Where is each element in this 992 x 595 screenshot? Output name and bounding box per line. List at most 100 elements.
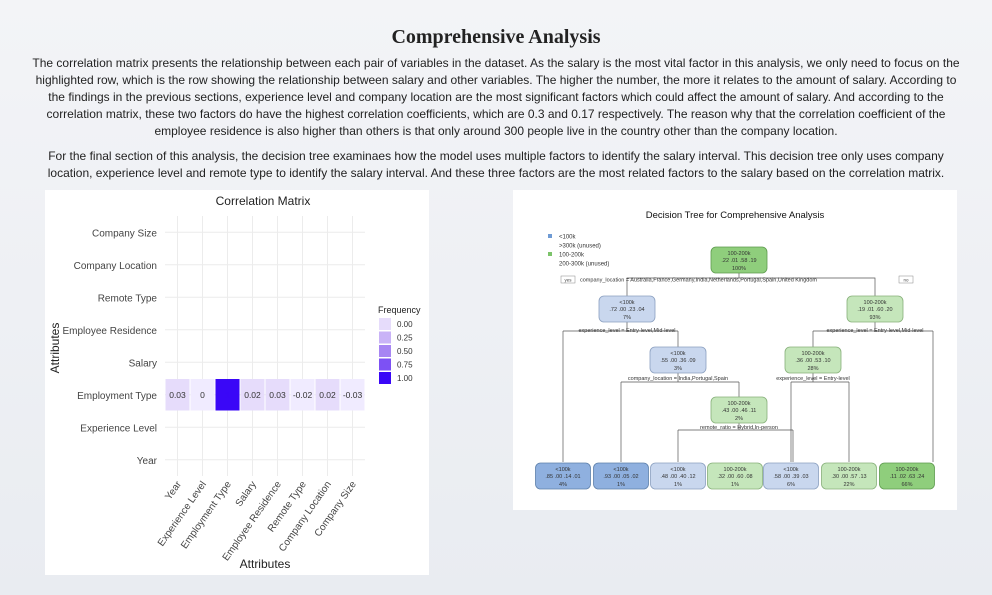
legend-swatch	[379, 318, 391, 330]
x-tick-label: Year	[163, 479, 184, 502]
y-tick-label: Salary	[129, 358, 157, 369]
heatmap-cell-label: -0.03	[343, 390, 363, 400]
tree-node-class: 100-200k	[896, 467, 919, 473]
x-tick-label: Salary	[234, 479, 259, 509]
correlation-matrix-panel: Correlation Matrix Company Size Company Lo…	[45, 190, 429, 575]
tree-node	[846, 295, 904, 323]
tree-yes-label: yes	[564, 278, 572, 283]
tree-node-class: <100k	[613, 467, 628, 473]
tree-legend-swatch	[548, 234, 552, 238]
heatmap-cell	[290, 379, 315, 411]
y-tick-label: Experience Level	[80, 423, 157, 434]
paragraph-decision-tree: For the final section of this analysis, …	[47, 149, 945, 180]
tree-node-pct: 4%	[559, 482, 567, 488]
decision-tree-chart: Decision Tree for Comprehensive Analysis…	[535, 210, 935, 490]
y-tick-label: Company Location	[74, 261, 157, 272]
y-tick-label: Employee Residence	[63, 326, 158, 337]
tree-node-probs: .36 .00 .53 .10	[795, 358, 830, 364]
tree-legend-label: >300k (unused)	[559, 244, 601, 250]
legend-label: 0.25	[397, 334, 413, 343]
tree-split-label: remote_ratio = Hybrid,In-person	[700, 425, 778, 431]
legend-swatch	[379, 358, 391, 371]
y-tick-label: Year	[137, 456, 158, 467]
legend-label: 0.75	[397, 361, 413, 370]
y-tick-label: Employment Type	[77, 391, 157, 402]
heatmap-cell-label: 0	[200, 390, 205, 400]
y-tick-label: Remote Type	[98, 293, 158, 304]
tree-node-probs: .19 .01 .60 .20	[857, 307, 892, 313]
tree-node-pct: 3%	[674, 366, 682, 372]
tree-node-pct: 22%	[843, 482, 854, 488]
page-title: Comprehensive Analysis	[391, 26, 601, 48]
tree-node	[821, 462, 877, 490]
tree-split-label: company_location = India,Portugal,Spain	[628, 376, 728, 382]
tree-node-pct: 1%	[617, 482, 625, 488]
tree-node-pct: 66%	[901, 482, 912, 488]
corr-title: Correlation Matrix	[216, 194, 311, 208]
tree-split-label: company_location = Australia,France,Germ…	[580, 278, 817, 284]
tree-legend-label: <100k	[559, 235, 577, 241]
tree-node	[649, 346, 707, 374]
tree-node	[879, 462, 935, 490]
y-axis-title: Attributes	[48, 323, 62, 374]
tree-node	[535, 462, 591, 490]
tree-node-probs: .93 .00 .05 .02	[603, 474, 638, 480]
legend-swatch	[379, 331, 391, 344]
heatmap-cell-label: 1	[225, 390, 230, 400]
tree-node	[593, 462, 649, 490]
legend-label: 0.50	[397, 347, 413, 356]
heatmap-cell-label: 0.02	[319, 390, 336, 400]
tree-node-probs: .48 .00 .40 .12	[660, 474, 695, 480]
tree-node	[650, 462, 706, 490]
tree-node-class: 100-200k	[728, 401, 751, 407]
heatmap-cell-label: 0.03	[169, 390, 186, 400]
tree-node	[598, 295, 656, 323]
heatmap-cell	[215, 379, 240, 411]
tree-node-probs: .85 .00 .14 .01	[545, 474, 580, 480]
tree-yes-box	[560, 275, 576, 284]
tree-node-pct: 1%	[731, 482, 739, 488]
tree-node-probs: .32 .00 .60 .08	[717, 474, 752, 480]
tree-node-class: <100k	[619, 300, 634, 306]
tree-node-class: <100k	[670, 467, 685, 473]
legend-swatch	[379, 345, 391, 357]
tree-node-pct: 1%	[674, 482, 682, 488]
heatmap-cell-label: -0.02	[293, 390, 313, 400]
legend-swatch	[379, 372, 391, 384]
tree-title: Decision Tree for Comprehensive Analysis	[646, 210, 825, 221]
tree-node-class: 100-200k	[728, 251, 751, 257]
tree-node	[710, 396, 768, 424]
decision-tree-panel: Decision Tree for Comprehensive Analysis…	[513, 190, 957, 510]
tree-node-class: 100-200k	[724, 467, 747, 473]
tree-node	[707, 462, 763, 490]
tree-node-probs: .30 .00 .57 .13	[831, 474, 866, 480]
tree-legend-label: 100-200k	[559, 253, 585, 259]
tree-node-pct: 100%	[732, 266, 746, 272]
tree-split-label: experience_level = Entry-level,Mid-level	[578, 328, 675, 334]
heatmap-cell	[340, 379, 365, 411]
tree-node	[763, 462, 819, 490]
heatmap-cell	[190, 379, 215, 411]
tree-node-class: 100-200k	[864, 300, 887, 306]
paragraph-correlation: The correlation matrix presents the rela…	[32, 56, 960, 138]
tree-node-probs: .43 .00 .46 .11	[722, 408, 757, 414]
legend-label: 1.00	[397, 374, 413, 383]
correlation-matrix-chart: Correlation Matrix Company Size Company Lo…	[48, 194, 421, 571]
tree-node-pct: 28%	[807, 366, 818, 372]
tree-edge	[626, 277, 876, 297]
x-axis-title: Attributes	[240, 557, 291, 571]
tree-node-pct: 2%	[735, 416, 743, 422]
tree-node-class: <100k	[670, 351, 685, 357]
tree-node-class: <100k	[555, 467, 570, 473]
tree-no-label: no	[903, 278, 909, 283]
legend-label: 0.00	[397, 320, 413, 329]
heatmap-cell	[265, 379, 290, 411]
tree-node	[784, 346, 842, 374]
tree-split-label: experience_level = Entry-level,Mid-level	[826, 328, 923, 334]
tree-node-class: <100k	[783, 467, 798, 473]
heatmap-cell	[165, 379, 190, 411]
tree-node-probs: .58 .00 .39 .03	[773, 474, 808, 480]
heatmap-cell	[240, 379, 265, 411]
legend-title: Frequency	[378, 305, 421, 315]
tree-split-label: experience_level = Entry-level	[776, 376, 850, 382]
